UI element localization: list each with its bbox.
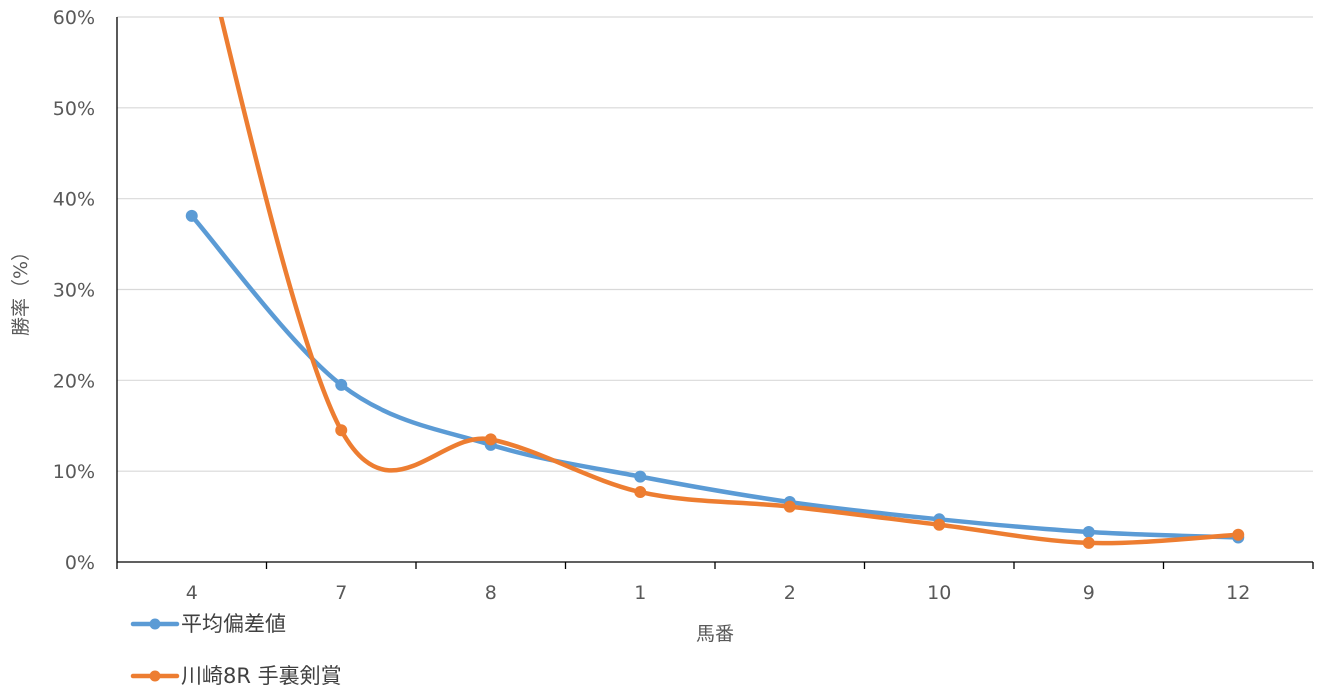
series-line-1 — [189, 213, 1241, 540]
series-2-point — [933, 518, 946, 531]
axes: 0%10%20%30%40%50%60%4 7 8 1 2 10 9 12 — [53, 7, 1314, 604]
series-2-point — [484, 433, 497, 446]
series-2-point — [634, 486, 647, 499]
y-tick-label: 20% — [53, 370, 95, 392]
y-tick-label: 30% — [53, 280, 95, 302]
y-tick-label: 40% — [53, 189, 95, 211]
x-tick-label: 10 — [927, 582, 951, 604]
series-2-point — [1082, 536, 1095, 549]
legend-item-2: 川崎8R 手裏剣賞 — [130, 664, 342, 688]
series-group — [189, 17, 1241, 546]
x-tick-label: 8 — [485, 582, 497, 604]
legend-item-1: 平均偏差値 — [130, 612, 286, 636]
x-axis-title: 馬番 — [696, 623, 734, 645]
series-1-point — [1082, 526, 1095, 539]
points-group — [185, 209, 1245, 549]
series-2-point — [1232, 528, 1245, 541]
series-2-point — [783, 500, 796, 513]
x-tick-label: 4 — [186, 582, 198, 604]
series-line-2 — [218, 17, 1241, 546]
series-1-point — [335, 378, 348, 391]
x-tick-label: 12 — [1226, 582, 1250, 604]
y-axis-title: 勝率（%） — [10, 242, 32, 336]
legend-marker-2 — [149, 670, 161, 682]
series-2-point — [335, 424, 348, 437]
series-1-point — [634, 470, 647, 483]
x-tick-label: 9 — [1083, 582, 1095, 604]
x-tick-label: 1 — [634, 582, 646, 604]
y-tick-label: 50% — [53, 98, 95, 120]
legend-label-2: 川崎8R 手裏剣賞 — [181, 664, 342, 688]
legend-marker-1 — [149, 618, 161, 630]
series-1-point — [185, 209, 198, 222]
y-tick-label: 10% — [53, 461, 95, 483]
legend-label-1: 平均偏差値 — [181, 612, 286, 636]
x-tick-label: 7 — [335, 582, 347, 604]
gridlines — [117, 16, 1313, 472]
y-tick-label: 0% — [65, 552, 95, 574]
x-tick-label: 2 — [784, 582, 796, 604]
y-tick-label: 60% — [53, 7, 95, 29]
